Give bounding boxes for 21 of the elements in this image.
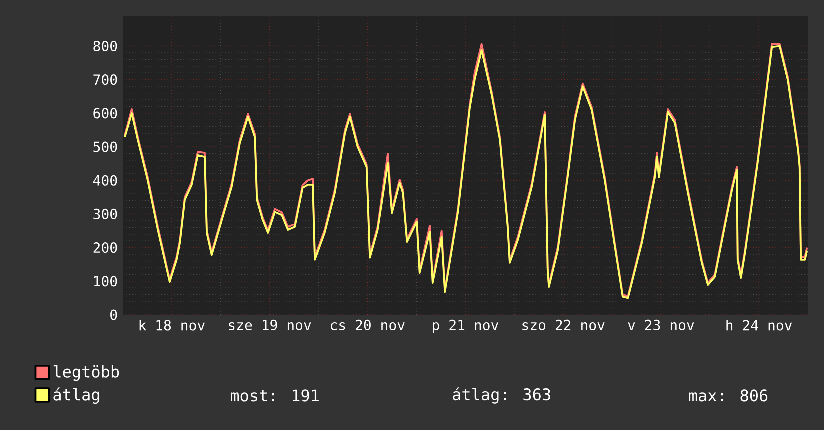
- text: max: 806: [689, 390, 768, 402]
- y-tick-label: 0: [110, 310, 118, 320]
- x-tick-label: k 18 nov: [140, 320, 205, 331]
- x-tick-label: cs 20 nov: [331, 320, 405, 331]
- y-tick-label: 600: [94, 108, 118, 119]
- text: most: 191: [230, 390, 319, 402]
- x-tick-label: h 24 nov: [726, 320, 792, 331]
- y-tick-label: 500: [94, 142, 118, 152]
- legend-label: átlag: [54, 388, 100, 404]
- y-tick-label: 400: [93, 175, 118, 186]
- x-tick-label: p 21 nov: [433, 320, 499, 334]
- y-tick-label: 800: [94, 40, 118, 52]
- x-tick-label: szo 22 nov: [522, 320, 605, 331]
- y-tick-label: 300: [94, 208, 118, 220]
- text: átlag: 363: [453, 388, 550, 404]
- y-tick-label: 700: [94, 74, 118, 86]
- legend-label: legtöbb: [54, 365, 120, 382]
- x-tick-label: sze 19 nov: [229, 320, 312, 331]
- y-tick-label: 100: [94, 276, 118, 287]
- y-tick-label: 200: [94, 242, 118, 254]
- x-tick-label: v 23 nov: [628, 320, 694, 331]
